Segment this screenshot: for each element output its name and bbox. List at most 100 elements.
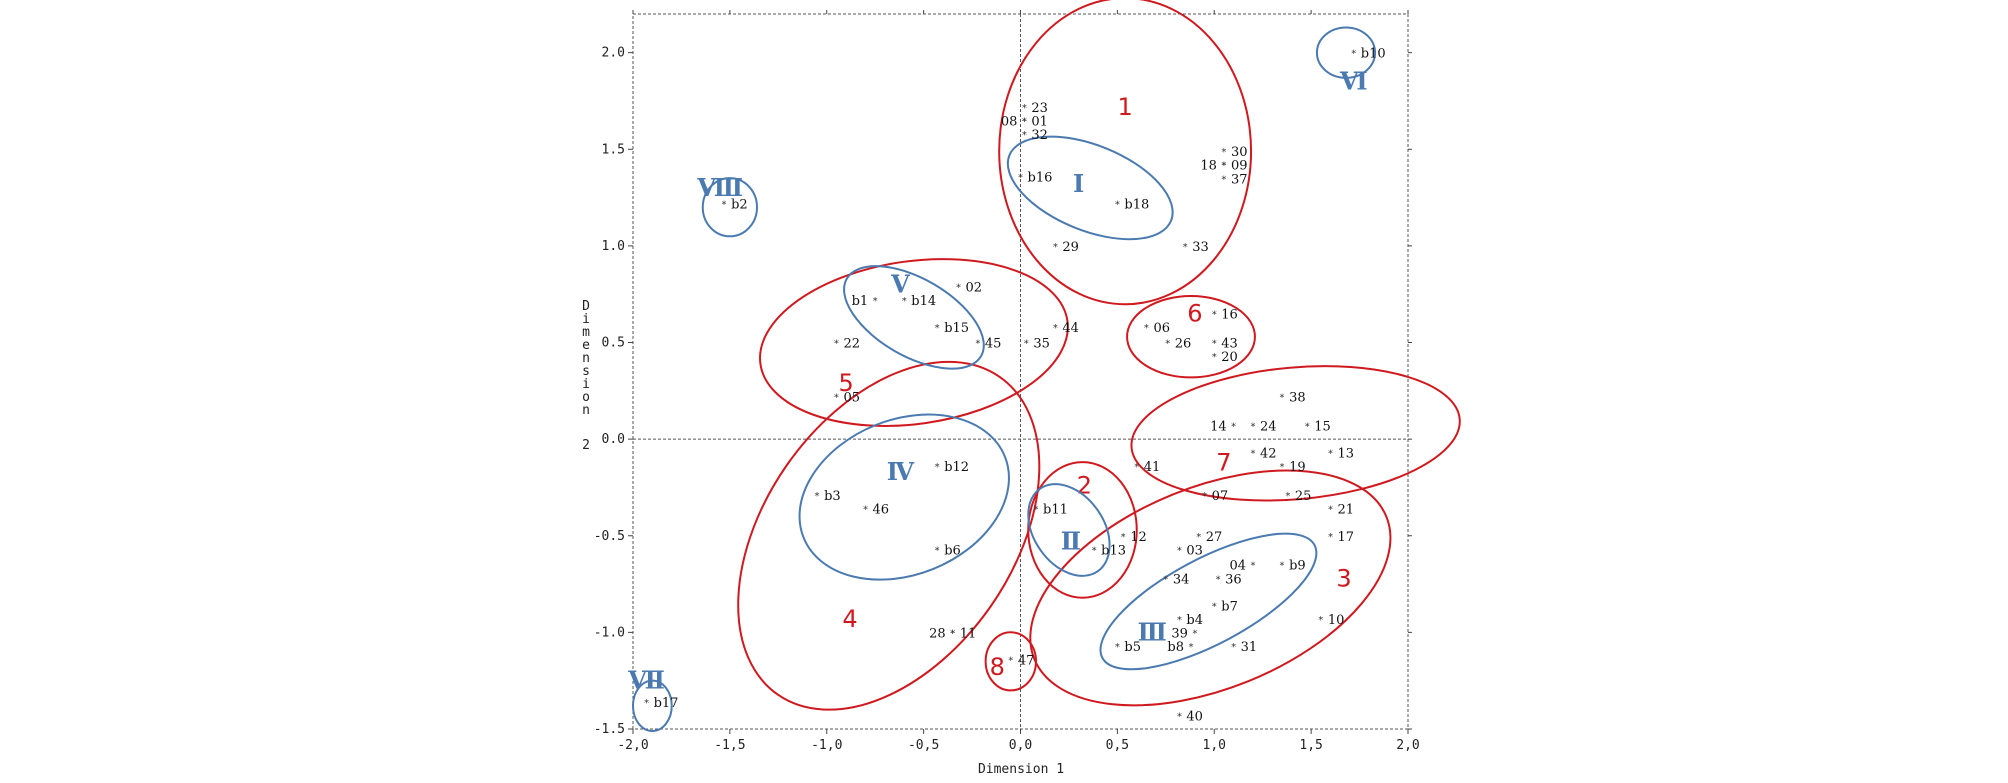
cluster-ellipse [1315,26,1377,79]
point-marker: * [1211,352,1217,363]
point-label: 14 [1210,420,1227,435]
cluster-ellipse [984,631,1037,692]
point-label: b4 [1186,613,1203,628]
point-marker: * [1196,532,1202,543]
cluster-label: Ⅰ [1073,169,1084,198]
point-label: 47 [1018,653,1035,668]
point-marker: * [644,698,650,709]
x-tick-label: 0,0 [1009,738,1032,753]
point-label: 40 [1186,709,1203,724]
cluster-label: 1 [1117,93,1132,121]
x-tick-label: -0,5 [908,738,939,753]
point-marker: * [1285,491,1291,502]
point-label: 15 [1314,420,1331,435]
point-marker: * [955,282,961,293]
point-marker: * [1176,545,1182,556]
point-marker: * [1176,615,1182,626]
point-marker: * [1327,449,1333,460]
point-marker: * [1221,161,1227,172]
point-marker: * [1318,615,1324,626]
point-marker: * [1008,655,1014,666]
point-marker: * [934,462,940,473]
point-marker: * [1182,242,1188,253]
y-tick-label: -0.5 [594,529,625,544]
point-label: b17 [654,696,679,711]
cluster-label: Ⅶ [627,666,665,695]
point-marker: * [1250,422,1256,433]
point-marker: * [1215,574,1221,585]
point-label: 25 [1295,489,1312,504]
point-label: 13 [1338,447,1355,462]
point-marker: * [901,296,907,307]
cluster-label: 8 [990,653,1005,681]
y-axis-title-char: n [582,351,590,366]
point-marker: * [872,296,878,307]
point-marker: * [1134,462,1140,473]
point-marker: * [1114,642,1120,653]
point-label: 09 [1231,159,1248,174]
point-label: b14 [911,294,936,309]
y-axis-title-char: e [582,338,590,353]
point-marker: * [1231,642,1237,653]
axes: -2,0 -1,5 -1,0 -0,5 0,0 0,5 1,0 1,5 2,0 -1.5 -1.0 -… [594,10,1420,753]
cluster-ellipse [1130,365,1461,502]
point-label: 43 [1221,337,1238,352]
point-marker: * [950,628,956,639]
point-marker: * [1052,242,1058,253]
point-marker: * [934,323,940,334]
point-marker: * [1231,422,1237,433]
point-label: 17 [1338,530,1355,545]
cluster-ellipse [998,0,1253,306]
y-axis-title-char: n [582,403,590,418]
cluster-ellipse [632,679,673,732]
cluster-label: Ⅱ [1061,527,1081,556]
y-axis-title-char: i [582,377,590,392]
y-axis-title-char: D [582,299,590,314]
point-label: 46 [873,503,890,518]
point-marker: * [1163,574,1169,585]
point-label: 07 [1212,489,1229,504]
point-label: b8 [1167,640,1184,655]
x-tick-label: -1,0 [811,738,842,753]
point-marker: * [1192,628,1198,639]
point-marker: * [1017,172,1023,183]
cluster-label: Ⅵ [1339,67,1368,96]
point-marker: * [833,393,839,404]
x-tick-label: 1,0 [1203,738,1226,753]
point-marker: * [721,199,727,210]
point-label: 42 [1260,447,1277,462]
point-marker: * [1351,49,1357,60]
point-label: 04 [1229,559,1246,574]
point-marker: * [1033,505,1039,516]
point-marker: * [1327,532,1333,543]
point-marker: * [1250,449,1256,460]
point-label: 10 [1328,613,1345,628]
y-tick-label: 1.0 [602,239,625,254]
data-points: * b10* 23*08 * 01* 32* 30*18 * 09* 37* b16* b18* b2*… [644,47,1386,725]
point-marker: * [1211,339,1217,350]
point-label: 05 [843,391,860,406]
y-tick-label: 2.0 [602,46,625,61]
point-label: 27 [1206,530,1223,545]
cluster-ellipse [1126,295,1256,379]
cluster-ellipse [737,360,1041,711]
point-marker: * [1221,161,1227,172]
point-marker: * [1120,532,1126,543]
point-marker: * [1221,147,1227,158]
point-label: 03 [1186,543,1203,558]
point-label: 36 [1225,572,1242,587]
point-label: 23 [1031,101,1048,116]
point-marker: * [1021,116,1027,127]
y-tick-label: -1.0 [594,625,625,640]
x-tick-label: 1,5 [1299,738,1322,753]
point-marker: * [862,505,868,516]
point-marker: * [1211,601,1217,612]
cluster-ellipse [1029,469,1392,707]
point-marker: * [1021,130,1027,141]
point-marker: * [934,545,940,556]
x-tick-label: -1,5 [714,738,745,753]
point-label: b18 [1124,197,1149,212]
cluster-label: Ⅲ [1138,617,1167,646]
point-label: b11 [1043,503,1068,518]
